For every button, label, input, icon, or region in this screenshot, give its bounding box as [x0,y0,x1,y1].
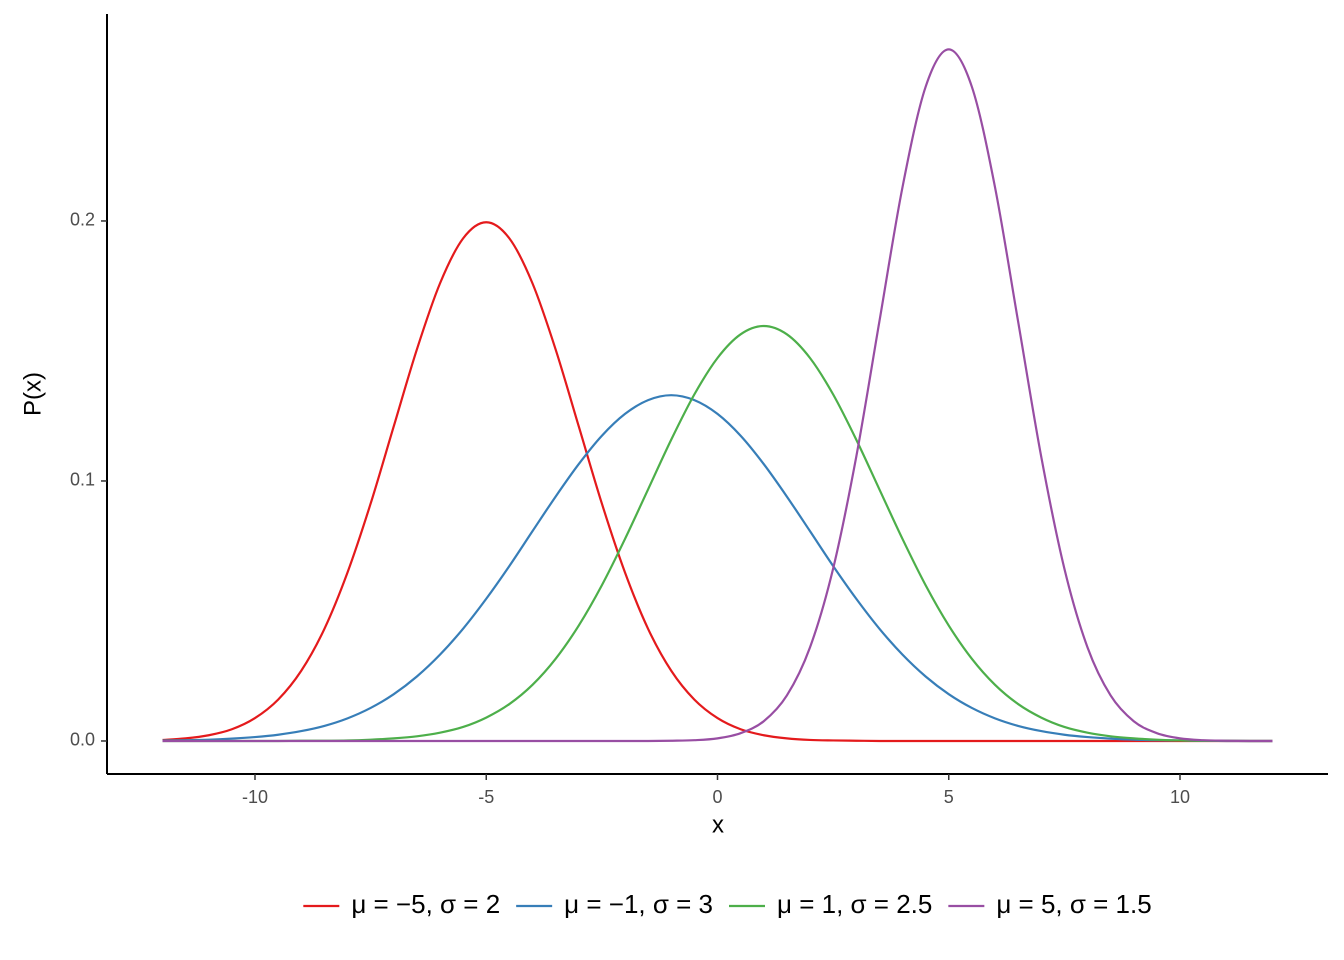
x-tick-label: -5 [478,787,494,807]
legend-label: μ = 5, σ = 1.5 [996,889,1151,919]
x-tick-label: -10 [242,787,268,807]
x-axis-title: x [712,811,724,838]
series-line [162,221,1273,743]
y-tick-label: 0.0 [70,730,95,750]
x-tick-label: 5 [944,787,954,807]
series-line [162,48,1273,743]
legend: μ = −5, σ = 2 μ = −1, σ = 3 μ = 1, σ = 2.5… [303,889,1152,919]
x-tick-label: 0 [712,787,722,807]
legend-label: μ = 1, σ = 2.5 [777,889,932,919]
y-tick-label: 0.1 [70,470,95,490]
series-line [162,324,1273,743]
legend-label: μ = −5, σ = 2 [351,889,500,919]
series-line [162,394,1273,743]
legend-label: μ = −1, σ = 3 [564,889,713,919]
x-tick-label: 10 [1170,787,1190,807]
y-axis-title: P(x) [19,372,46,416]
y-tick-label: 0.2 [70,210,95,230]
